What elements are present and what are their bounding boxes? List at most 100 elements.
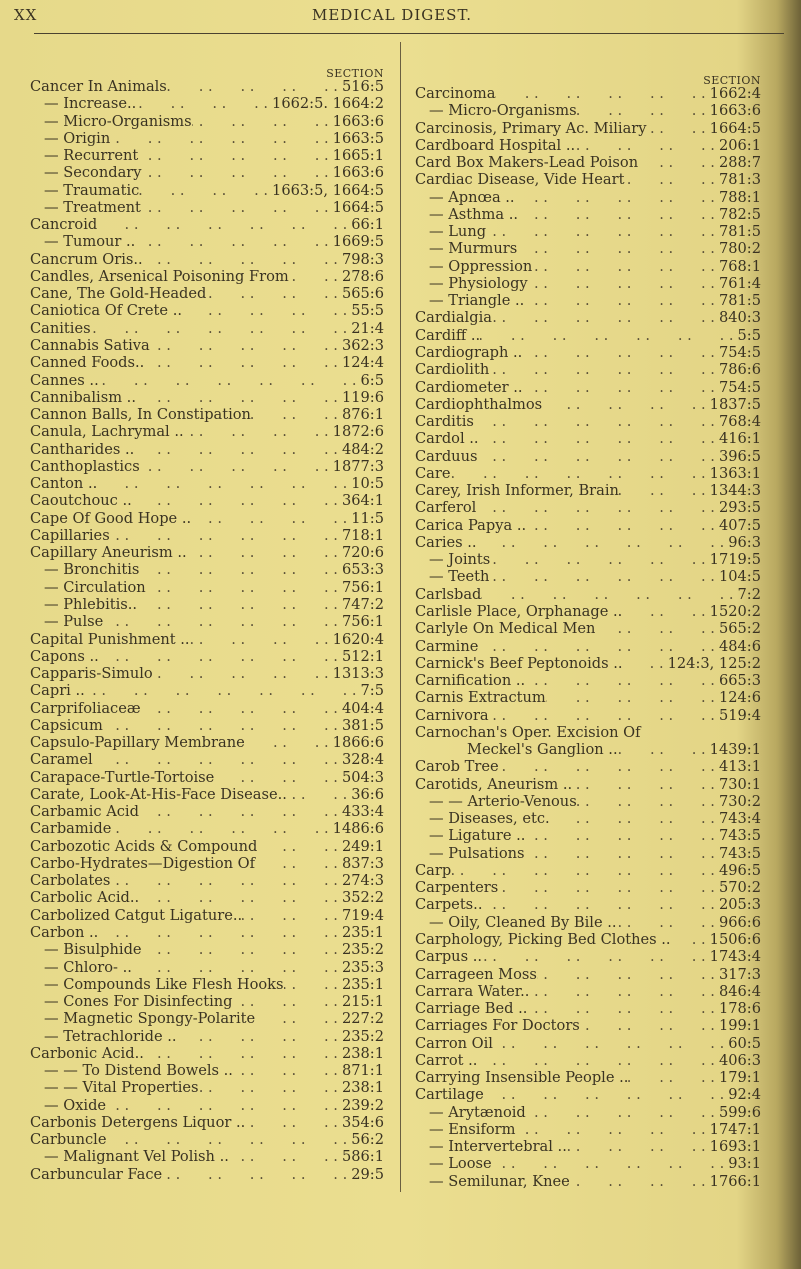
index-term: — Origin xyxy=(44,129,111,147)
dot-leader xyxy=(214,769,342,786)
index-entry: — Semilunar, Knee 1766:1 xyxy=(415,1173,761,1190)
section-reference: 747:2 xyxy=(341,595,384,613)
dot-leader xyxy=(191,510,351,527)
index-entry: — Loose 93:1 xyxy=(415,1155,761,1172)
section-reference: 362:3 xyxy=(341,336,384,354)
index-entry: Carrying Insensible People .. 179:1 xyxy=(415,1069,761,1086)
index-entry: — Lung 781:5 xyxy=(415,223,761,240)
index-term: — Triangle .. xyxy=(429,292,525,310)
index-entry: Carotids, Aneurism .. 730:1 xyxy=(415,776,761,793)
index-term: Card Box Makers-Lead Poison xyxy=(415,154,639,172)
dot-leader xyxy=(622,603,709,620)
dot-leader xyxy=(110,130,332,147)
index-term: Carferol xyxy=(415,499,477,517)
index-entry: Carbamide 1486:6 xyxy=(30,820,384,837)
index-entry: — Secondary 1663:6 xyxy=(30,164,384,181)
dot-leader xyxy=(255,1010,342,1027)
section-reference: 7:5 xyxy=(360,682,385,700)
section-reference: 1747:1 xyxy=(709,1120,761,1138)
dot-leader xyxy=(167,78,342,95)
dot-leader xyxy=(525,672,719,689)
index-term: — Apnœa .. xyxy=(429,188,515,206)
index-term: Carbolates xyxy=(30,872,111,890)
dot-leader xyxy=(99,372,361,389)
section-reference: 1665:1 xyxy=(332,147,384,165)
index-term: Carlsbad xyxy=(415,585,482,603)
index-entry: Candles, Arsenical Poisoning From 278:6 xyxy=(30,268,384,285)
section-reference: 781:5 xyxy=(718,223,761,241)
dot-leader xyxy=(85,682,361,699)
index-term: — Tumour .. xyxy=(44,233,136,251)
index-entry: Carnochan's Oper. Excision Of xyxy=(415,724,761,741)
index-entry: — Micro-Organisms 1663:6 xyxy=(30,113,384,130)
dot-leader xyxy=(110,527,342,544)
index-term: Carrageen Moss xyxy=(415,965,537,983)
index-entry: Carica Papya .. 407:5 xyxy=(415,517,761,534)
section-reference: 768:4 xyxy=(718,413,761,431)
index-entry: — Malignant Vel Polish .. 586:1 xyxy=(30,1148,384,1165)
index-entry: Carapace-Turtle-Tortoise 504:3 xyxy=(30,769,384,786)
section-reference: 1866:6 xyxy=(332,734,384,752)
index-term: — Diseases, etc. xyxy=(429,810,550,828)
section-reference: 720:6 xyxy=(341,544,384,562)
dot-leader xyxy=(233,1062,342,1079)
dot-leader xyxy=(495,85,709,102)
section-reference: 21:4 xyxy=(351,319,384,337)
section-reference: 354:6 xyxy=(341,1113,384,1131)
index-entry: Capillaries 718:1 xyxy=(30,527,384,544)
index-entry: Capital Punishment .. 1620:4 xyxy=(30,631,384,648)
dot-leader xyxy=(479,430,719,447)
index-term: — Physiology xyxy=(429,274,528,292)
index-term: — Malignant Vel Polish .. xyxy=(44,1148,229,1166)
index-entry: Cantharides .. 484:2 xyxy=(30,441,384,458)
section-reference: 235:2 xyxy=(341,1027,384,1045)
index-term: Carate, Look-At-His-Face Disease.. xyxy=(30,785,287,803)
dot-leader xyxy=(482,948,710,965)
index-term: Canula, Lachrymal .. xyxy=(30,423,184,441)
section-reference: 966:6 xyxy=(718,913,761,931)
index-term: Cane, The Gold-Headed xyxy=(30,285,207,303)
index-term: — Semilunar, Knee xyxy=(429,1172,570,1190)
index-term: Carrara Water.. xyxy=(415,982,530,1000)
section-reference: 206:1 xyxy=(718,136,761,154)
section-reference: 1663:5, 1664:5 xyxy=(272,181,384,199)
index-entry: Cardialgia 840:3 xyxy=(415,309,761,326)
dot-leader xyxy=(542,396,710,413)
index-term: Carpenters xyxy=(415,879,499,897)
section-reference: 1663:6 xyxy=(709,102,761,120)
dot-leader xyxy=(99,648,342,665)
index-term: Cardiophthalmos xyxy=(415,395,543,413)
section-reference: 1506:6 xyxy=(709,931,761,949)
section-reference: 1662:5. 1664:2 xyxy=(272,95,384,113)
dot-leader xyxy=(136,389,342,406)
dot-leader xyxy=(567,1138,710,1155)
section-reference: 7:2 xyxy=(737,585,762,603)
dot-leader xyxy=(546,689,719,706)
dot-leader xyxy=(490,551,709,568)
index-entry: Carp 496:5 xyxy=(415,862,761,879)
index-entry: Carmine 484:6 xyxy=(415,638,761,655)
section-reference: 1663:5 xyxy=(332,129,384,147)
dot-leader xyxy=(144,354,342,371)
section-reference: 743:5 xyxy=(718,827,761,845)
index-term: Carbuncular Face xyxy=(30,1165,163,1183)
index-term: — Secondary xyxy=(44,164,142,182)
section-reference: 406:3 xyxy=(718,1051,761,1069)
section-reference: 761:4 xyxy=(718,274,761,292)
index-term: — — To Distend Bowels .. xyxy=(44,1062,233,1080)
index-entry: Capparis-Simulo 1313:3 xyxy=(30,665,384,682)
index-term: Carp xyxy=(415,861,452,879)
index-entry: Cancrum Oris.. 798:3 xyxy=(30,251,384,268)
index-term: — — Vital Properties xyxy=(44,1079,199,1097)
index-term: Carcinosis, Primary Ac. Miliary xyxy=(415,119,647,137)
dot-leader xyxy=(206,285,342,302)
dot-leader xyxy=(139,182,272,199)
index-entry: Carpets.. 205:3 xyxy=(415,896,761,913)
section-reference: 235:3 xyxy=(341,958,384,976)
dot-leader xyxy=(477,1052,719,1069)
dot-leader xyxy=(135,233,332,250)
index-entry: — Ligature .. 743:5 xyxy=(415,827,761,844)
index-entry: Carriage Bed .. 178:6 xyxy=(415,1000,761,1017)
index-term: Canities xyxy=(30,319,91,337)
index-term: Cardialgia xyxy=(415,309,492,327)
